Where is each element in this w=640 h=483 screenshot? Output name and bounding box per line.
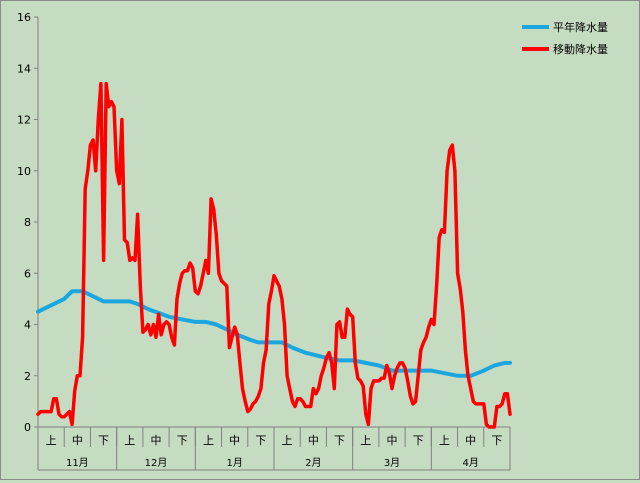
y-tick-label: 2 <box>24 370 31 383</box>
legend-label-1: 平年降水量 <box>553 20 608 34</box>
y-axis: 0 2 4 6 8 10 12 14 16 <box>17 11 39 470</box>
decade-label: 上 <box>439 434 450 447</box>
decade-label: 中 <box>229 434 240 447</box>
month-label: 11月 <box>66 457 89 469</box>
decade-label: 中 <box>72 434 83 447</box>
decade-label: 上 <box>360 434 371 447</box>
decade-label: 下 <box>491 434 502 447</box>
month-label: 3月 <box>384 457 400 469</box>
series-layer <box>36 81 512 429</box>
x-axis: 上中下11月上中下12月上中下1月上中下2月上中下3月上中下4月 <box>37 426 511 471</box>
decade-label: 下 <box>334 434 345 447</box>
legend-label-2: 移動降水量 <box>553 42 608 56</box>
y-tick-label: 6 <box>24 267 31 280</box>
y-tick-label: 14 <box>17 62 31 75</box>
decade-label: 中 <box>465 434 476 447</box>
decade-label: 中 <box>387 434 398 447</box>
series-line-2 <box>36 81 512 429</box>
y-tick-label: 0 <box>24 421 31 434</box>
y-tick-label: 4 <box>24 319 31 332</box>
decade-label: 上 <box>46 434 57 447</box>
y-tick-label: 8 <box>24 216 31 229</box>
decade-label: 下 <box>255 434 266 447</box>
decade-label: 下 <box>177 434 188 447</box>
decade-label: 下 <box>413 434 424 447</box>
decade-label: 下 <box>98 434 109 447</box>
month-label: 4月 <box>462 457 478 469</box>
decade-label: 上 <box>282 434 293 447</box>
decade-label: 上 <box>124 434 135 447</box>
month-label: 1月 <box>226 457 242 469</box>
y-tick-label: 10 <box>17 165 31 178</box>
y-tick-label: 16 <box>17 11 31 24</box>
y-tick-label: 12 <box>17 114 31 127</box>
decade-label: 中 <box>308 434 319 447</box>
month-label: 12月 <box>145 457 168 469</box>
decade-label: 上 <box>203 434 214 447</box>
decade-label: 中 <box>151 434 162 447</box>
series-line-1 <box>36 289 512 378</box>
month-label: 2月 <box>305 457 321 469</box>
